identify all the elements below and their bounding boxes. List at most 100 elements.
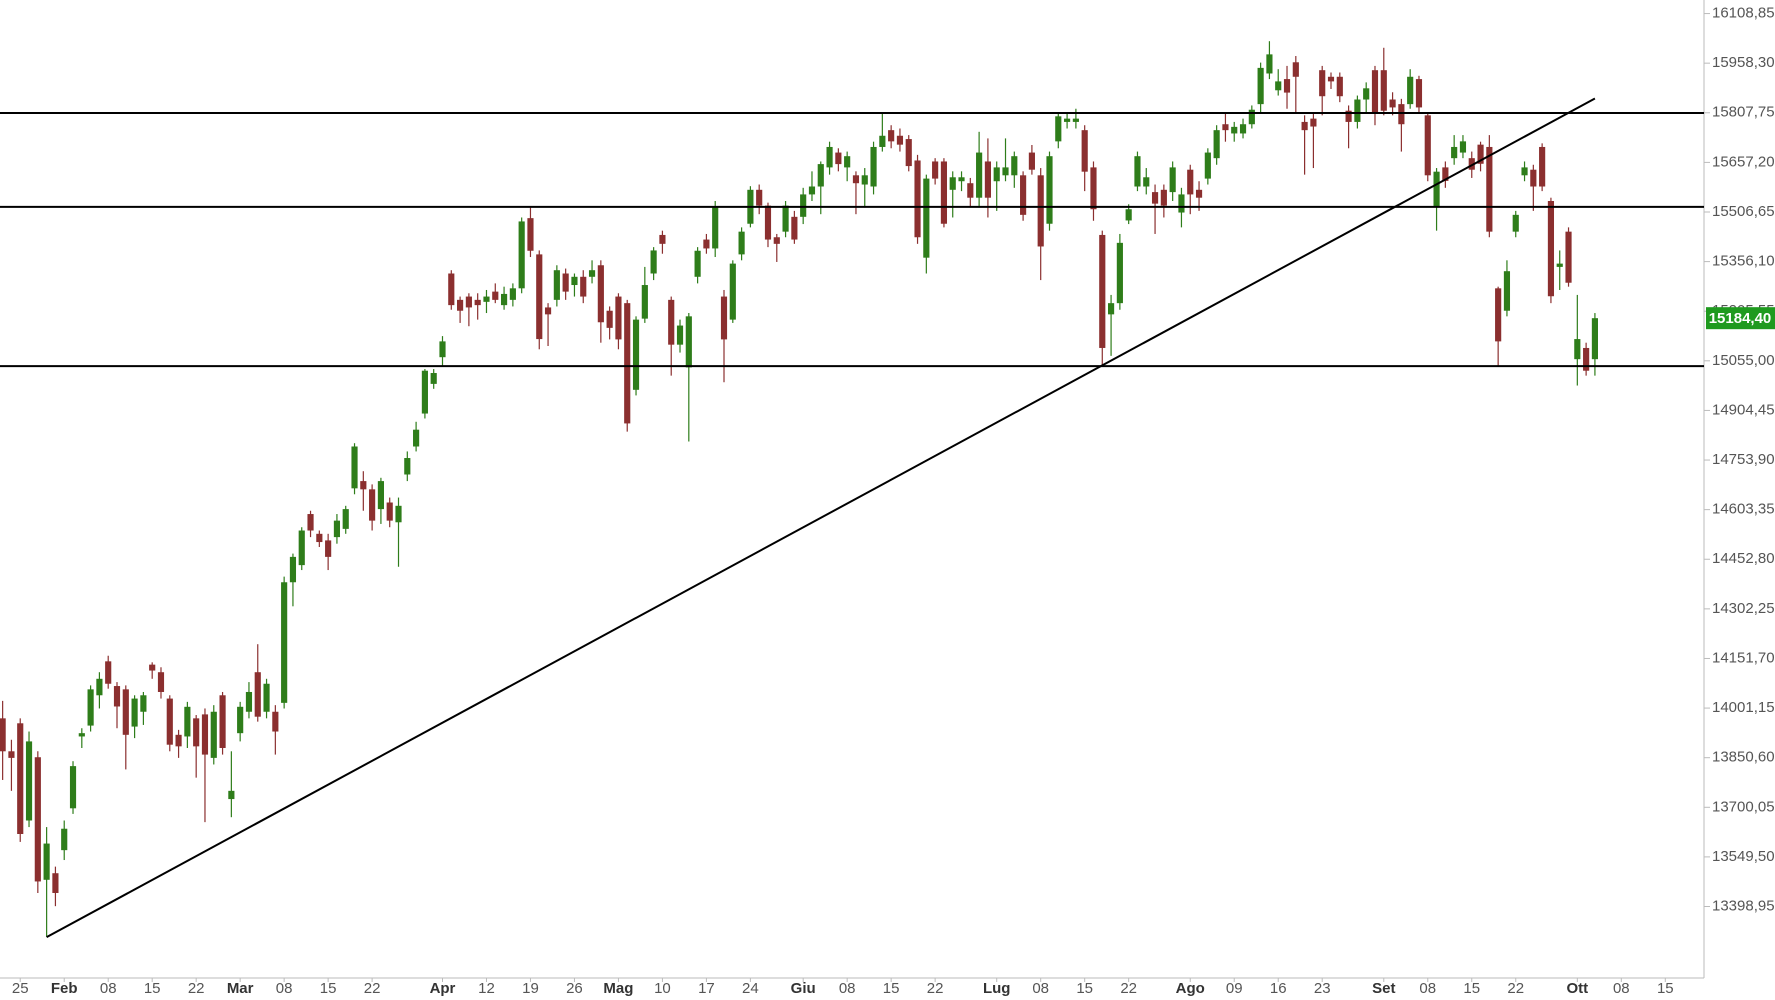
candle-body xyxy=(659,234,666,244)
candle-body xyxy=(1151,192,1159,204)
candle-body xyxy=(34,757,41,882)
candle-body xyxy=(492,291,499,300)
candle-body xyxy=(1011,156,1018,176)
candle-body xyxy=(457,299,464,311)
candle-body xyxy=(615,296,622,340)
candle-body xyxy=(1468,158,1475,170)
candle-body xyxy=(1442,167,1449,181)
candle-body xyxy=(676,325,684,345)
candle-body xyxy=(193,718,200,747)
x-tick-label: 08 xyxy=(1613,980,1630,997)
x-tick-label: 16 xyxy=(1270,980,1287,997)
candle-body xyxy=(835,152,842,165)
y-tick-label: 13850,60 xyxy=(1712,749,1775,766)
candle-body xyxy=(1591,318,1598,360)
candle-body xyxy=(1248,109,1255,125)
candle-body xyxy=(800,194,807,217)
candle-body xyxy=(967,183,974,198)
x-tick-label: Ott xyxy=(1566,980,1588,997)
x-tick-label: 08 xyxy=(1032,980,1049,997)
x-tick-label: 10 xyxy=(654,980,671,997)
candle-body xyxy=(1116,242,1123,304)
candle-body xyxy=(500,293,508,306)
candle-body xyxy=(263,683,270,712)
candle-body xyxy=(17,723,24,835)
candle-body xyxy=(1064,118,1071,122)
candle-body xyxy=(1292,62,1299,77)
candle-body xyxy=(1090,167,1097,210)
candle-body xyxy=(914,160,921,238)
candle-body xyxy=(1345,110,1352,122)
candle-body xyxy=(87,689,94,726)
x-tick-label: 25 xyxy=(12,980,29,997)
x-tick-label: 15 xyxy=(1657,980,1674,997)
candle-body xyxy=(96,678,103,696)
candle-body xyxy=(1530,169,1537,187)
candle-body xyxy=(1099,234,1106,348)
candle-body xyxy=(888,130,895,142)
candle-body xyxy=(61,828,68,851)
candle-body xyxy=(509,288,516,300)
candle-body xyxy=(650,250,657,274)
candle-body xyxy=(1143,177,1150,187)
candle-body xyxy=(360,481,367,490)
x-tick-label: 15 xyxy=(1076,980,1093,997)
last-price-label: 15184,40 xyxy=(1709,310,1772,327)
candle-body xyxy=(1486,146,1493,232)
candle-body xyxy=(729,263,736,320)
candle-body xyxy=(1398,104,1405,125)
candle-body xyxy=(852,175,860,184)
candle-body xyxy=(1107,303,1115,315)
candle-body xyxy=(879,135,886,147)
candle-body xyxy=(844,156,851,168)
candle-body xyxy=(782,205,789,232)
x-tick-label: 17 xyxy=(698,980,715,997)
y-tick-label: 15958,30 xyxy=(1712,54,1775,71)
y-tick-label: 13549,50 xyxy=(1712,848,1775,865)
candle-body xyxy=(703,239,710,249)
y-tick-label: 14151,70 xyxy=(1712,649,1775,666)
candle-body xyxy=(1257,67,1264,105)
candle-body xyxy=(1574,339,1581,360)
candle-body xyxy=(404,458,411,475)
x-tick-label: 24 xyxy=(742,980,759,997)
candle-body xyxy=(1327,76,1335,82)
candle-body xyxy=(976,152,983,198)
candle-body xyxy=(932,161,939,179)
candle-body xyxy=(377,481,384,510)
candle-body xyxy=(1178,194,1185,213)
candle-body xyxy=(237,706,244,734)
candle-body xyxy=(1239,124,1247,134)
candle-body xyxy=(1204,152,1211,179)
candle-body xyxy=(351,446,358,489)
candle-body xyxy=(1037,175,1044,247)
x-tick-label: 22 xyxy=(364,980,381,997)
candle-body xyxy=(474,299,481,306)
y-tick-label: 16108,85 xyxy=(1712,5,1775,22)
candle-body xyxy=(632,319,640,390)
candle-body xyxy=(791,216,798,240)
x-tick-label: 22 xyxy=(1120,980,1137,997)
x-tick-label: 22 xyxy=(1507,980,1524,997)
candle-body xyxy=(993,167,1000,182)
candle-body xyxy=(720,296,728,340)
candle-body xyxy=(553,270,560,300)
candle-body xyxy=(184,706,191,737)
candle-body xyxy=(1354,99,1361,122)
candle-body xyxy=(738,231,745,255)
candle-body xyxy=(1371,70,1379,114)
candle-body xyxy=(1503,271,1511,311)
candle-body xyxy=(1275,81,1282,91)
candle-body xyxy=(958,177,965,182)
candle-body xyxy=(1363,88,1370,100)
candle-body xyxy=(606,310,613,328)
candle-body xyxy=(905,139,912,167)
y-tick-label: 15055,00 xyxy=(1712,352,1775,369)
candle-body xyxy=(1160,189,1167,206)
y-tick-label: 14603,35 xyxy=(1712,501,1775,518)
candle-body xyxy=(333,520,341,538)
x-tick-label: 15 xyxy=(144,980,161,997)
y-tick-label: 13398,95 xyxy=(1712,897,1775,914)
candle-body xyxy=(1301,121,1308,131)
candle-body xyxy=(395,505,402,523)
